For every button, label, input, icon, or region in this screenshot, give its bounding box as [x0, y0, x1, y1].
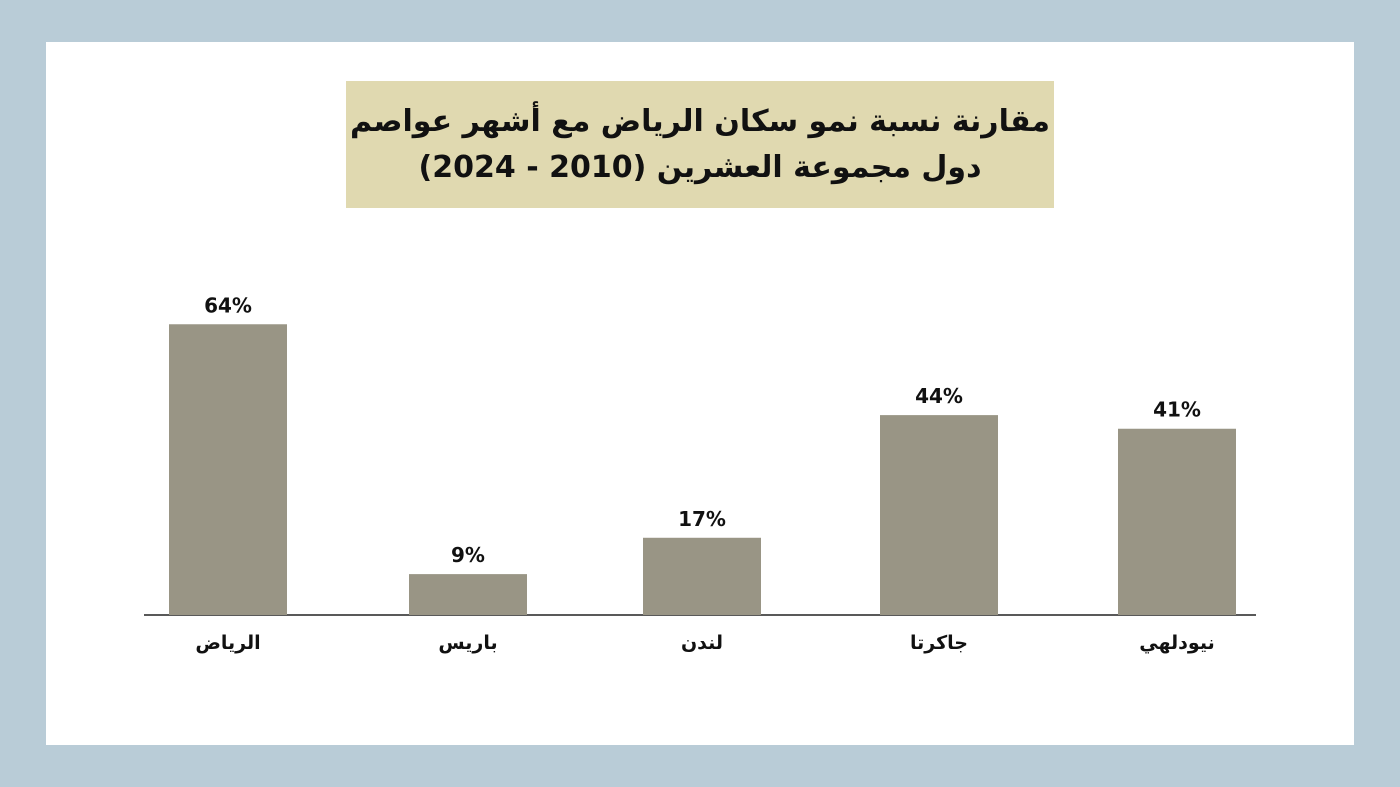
category-label-5: نيودلهي [1139, 632, 1214, 654]
category-label-3: لندن [681, 632, 723, 654]
data-label-5: 41% [1153, 398, 1201, 422]
chart-card: مقارنة نسبة نمو سكان الرياض مع أشهر عواص… [46, 42, 1354, 745]
bar-2 [409, 574, 527, 615]
bar-4 [880, 415, 998, 615]
category-label-2: باريس [438, 632, 497, 654]
data-label-4: 44% [915, 384, 963, 408]
bar-3 [643, 537, 761, 615]
category-label-1: الرياض [195, 632, 260, 654]
bar-chart: 64% الرياض 9% باريس 17% لندن 44% جاكرتا 41% نيودل… [144, 293, 1256, 654]
chart-title-line-2: دول مجموعة العشرين (2010 - 2024) [418, 149, 982, 185]
data-label-3: 17% [678, 507, 726, 531]
bar-5 [1118, 428, 1236, 615]
data-label-1: 64% [204, 293, 252, 317]
bar-1 [169, 324, 287, 615]
category-label-4: جاكرتا [910, 632, 968, 654]
chart-title-line-1: مقارنة نسبة نمو سكان الرياض مع أشهر عواص… [349, 103, 1051, 139]
chart-title-box: مقارنة نسبة نمو سكان الرياض مع أشهر عواص… [346, 81, 1054, 208]
data-label-2: 9% [451, 543, 485, 567]
